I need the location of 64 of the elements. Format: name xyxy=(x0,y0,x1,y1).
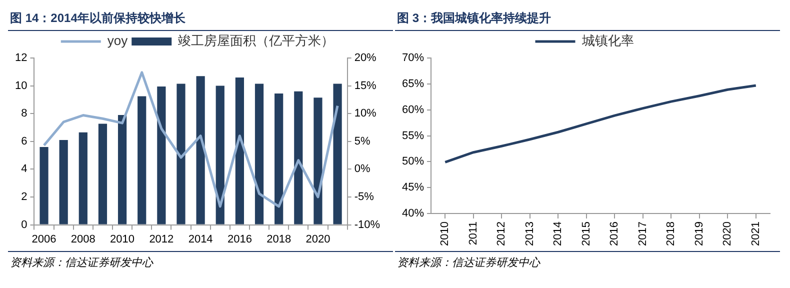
bar xyxy=(176,84,186,224)
bar xyxy=(196,76,205,224)
chart-title: 图 14：2014年以前保持较快增长 xyxy=(8,8,393,31)
x-tick-label: 2014 xyxy=(552,222,564,246)
x-tick-label: 2016 xyxy=(608,222,621,246)
x-tick-label: 2010 xyxy=(110,233,135,246)
x-tick-label: 2011 xyxy=(467,222,480,246)
y-tick-label: 45% xyxy=(402,182,424,194)
bar xyxy=(235,77,244,224)
y-tick-label: 6 xyxy=(21,135,28,148)
x-tick-label: 2018 xyxy=(665,222,678,246)
y-tick-label: 65% xyxy=(402,78,424,90)
x-tick-label: 2021 xyxy=(750,222,762,246)
y-tick-label: 40% xyxy=(402,208,424,220)
legend-label: 竣工房屋面积（亿平方米） xyxy=(178,33,334,48)
y-tick-label: 60% xyxy=(402,104,424,116)
y-tick-label: 55% xyxy=(402,130,424,142)
bar xyxy=(333,84,342,224)
bar xyxy=(138,96,146,224)
x-tick-label: 2008 xyxy=(70,233,96,246)
bar xyxy=(216,86,224,224)
y-tick-label: 4 xyxy=(21,163,28,176)
x-tick-label: 2014 xyxy=(188,233,213,246)
y2-tick-label: 10% xyxy=(354,108,377,120)
y-tick-label: 12 xyxy=(14,52,28,64)
text: 资料来源：信达证券研发中心 xyxy=(397,257,540,269)
x-tick-label: 2020 xyxy=(722,222,734,246)
x-tick-label: 2012 xyxy=(149,233,174,246)
bar xyxy=(157,86,166,224)
bar xyxy=(314,98,322,224)
y-tick-label: 10 xyxy=(14,80,28,92)
bar xyxy=(274,93,284,224)
x-tick-label: 2013 xyxy=(524,222,536,246)
x-tick-label: 2010 xyxy=(439,222,452,246)
y-tick-label: 2 xyxy=(21,191,28,204)
chart-title: 图 3：我国城镇化率持续提升 xyxy=(395,8,780,31)
bar xyxy=(78,132,88,224)
y2-tick-label: -5% xyxy=(354,191,374,204)
bar xyxy=(98,124,108,224)
legend-label: 城镇化率 xyxy=(580,33,634,48)
y-tick-label: 8 xyxy=(21,108,28,120)
text: 资料来源：信达证券研发中心 xyxy=(10,257,153,269)
x-tick-label: 2017 xyxy=(636,222,649,246)
x-tick-label: 2006 xyxy=(32,233,56,246)
x-tick-label: 2012 xyxy=(496,222,508,246)
x-tick-label: 2019 xyxy=(693,222,706,246)
bar xyxy=(118,114,127,224)
y-tick-label: 50% xyxy=(402,156,424,168)
y-tick-label: 0 xyxy=(21,218,28,231)
bar xyxy=(294,91,303,224)
y-tick-label: 70% xyxy=(402,52,424,64)
y2-tick-label: 15% xyxy=(354,80,377,92)
y2-tick-label: 0% xyxy=(354,163,370,176)
x-tick-label: 2016 xyxy=(227,233,252,246)
x-tick-label: 2018 xyxy=(266,233,292,246)
bar xyxy=(59,140,68,224)
y2-tick-label: 5% xyxy=(354,135,370,148)
x-tick-label: 2020 xyxy=(306,233,330,246)
y2-tick-label: 20% xyxy=(354,52,377,64)
y2-tick-label: -10% xyxy=(354,218,380,231)
bar xyxy=(40,146,48,224)
x-tick-label: 2015 xyxy=(580,222,592,246)
legend-label: yoy xyxy=(107,33,128,48)
bar xyxy=(254,84,264,224)
